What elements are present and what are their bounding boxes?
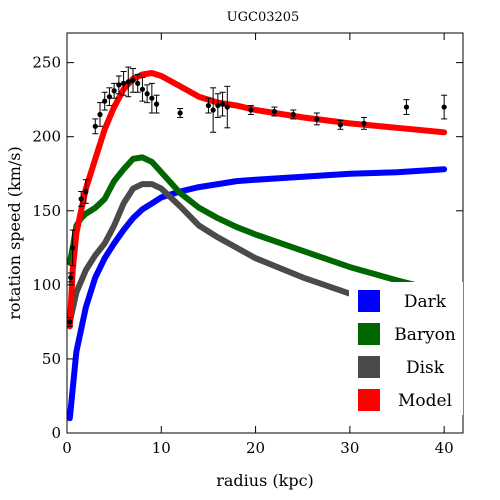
point-marker <box>92 123 98 129</box>
point-marker <box>120 80 127 86</box>
point-marker <box>177 110 183 116</box>
data-point <box>247 105 254 115</box>
point-marker <box>139 86 146 92</box>
point-marker <box>403 104 410 110</box>
data-point <box>271 106 278 117</box>
point-marker <box>68 274 74 281</box>
data-point <box>66 316 73 327</box>
data-point <box>337 119 344 130</box>
data-point <box>134 73 141 93</box>
legend: Dark Baryon Disk Model <box>349 282 463 415</box>
data-point <box>177 108 184 118</box>
point-marker <box>314 116 320 122</box>
data-point <box>130 68 136 93</box>
data-point <box>313 112 320 126</box>
point-marker <box>215 102 221 109</box>
legend-label-model: Model <box>398 391 452 411</box>
x-tick-label: 40 <box>435 439 454 457</box>
data-point <box>153 94 160 114</box>
plot-frame <box>66 32 464 434</box>
data-point <box>125 66 132 98</box>
y-tick-label: 200 <box>32 128 61 146</box>
point-marker <box>210 107 216 113</box>
point-marker <box>135 80 141 86</box>
axis-ticks: 0 10 20 30 40 0 50 100 150 200 250 <box>32 33 463 457</box>
x-tick-label: 30 <box>340 439 359 457</box>
point-marker <box>337 122 344 128</box>
x-axis-title: radius (kpc) <box>216 471 314 490</box>
x-tick-label: 20 <box>246 439 265 457</box>
point-marker <box>78 196 84 202</box>
y-tick-label: 150 <box>32 202 61 220</box>
point-marker <box>205 102 212 109</box>
data-point <box>214 93 221 118</box>
point-marker <box>83 188 89 195</box>
point-marker <box>125 79 131 85</box>
data-point <box>219 91 226 117</box>
series-line-baryon <box>67 154 448 296</box>
data-point <box>67 272 74 283</box>
data-point <box>290 109 297 120</box>
legend-label-disk: Disk <box>406 358 445 378</box>
point-marker <box>224 104 230 110</box>
data-point <box>82 179 89 204</box>
data-point <box>403 99 410 115</box>
point-marker <box>149 95 155 101</box>
data-point <box>210 87 217 133</box>
point-marker <box>67 319 73 325</box>
x-tick-label: 0 <box>62 439 72 457</box>
point-marker <box>70 245 76 251</box>
data-point <box>92 118 99 135</box>
data-point <box>101 91 108 111</box>
point-marker <box>116 82 122 88</box>
data-point <box>205 97 212 114</box>
y-tick-label: 100 <box>32 276 61 294</box>
point-marker <box>130 77 136 84</box>
legend-label-baryon: Baryon <box>394 325 456 345</box>
x-tick-label: 10 <box>152 439 171 457</box>
data-point <box>224 85 231 129</box>
data-point <box>361 116 367 130</box>
data-point <box>69 229 76 267</box>
y-axis-title: rotation speed (km/s) <box>5 146 24 320</box>
point-marker <box>361 120 367 126</box>
legend-swatch-baryon <box>358 323 380 345</box>
point-marker <box>144 91 150 97</box>
y-tick-label: 0 <box>51 424 61 442</box>
data-point <box>441 94 448 120</box>
point-marker <box>290 111 296 118</box>
legend-swatch-model <box>358 389 380 411</box>
data-point <box>115 75 122 95</box>
legend-label-dark: Dark <box>404 292 447 312</box>
point-marker <box>97 111 103 118</box>
point-marker <box>111 88 117 94</box>
point-marker <box>106 94 113 100</box>
data-point <box>106 87 113 107</box>
chart-title: UGC03205 <box>227 10 300 25</box>
point-marker <box>271 108 278 115</box>
point-marker <box>248 107 254 113</box>
series-line-dark <box>67 166 448 422</box>
point-marker <box>219 101 226 107</box>
data-point <box>139 76 146 102</box>
point-marker <box>153 101 160 107</box>
data-point <box>120 71 127 96</box>
y-tick-label: 50 <box>42 350 61 368</box>
y-tick-label: 250 <box>32 54 61 72</box>
data-point <box>97 102 103 127</box>
series-line-disk <box>67 181 448 325</box>
legend-swatch-dark <box>358 290 380 312</box>
plot-area <box>66 66 448 422</box>
point-marker <box>441 104 447 110</box>
data-point <box>111 82 118 99</box>
point-marker <box>102 98 108 104</box>
data-point <box>78 191 85 207</box>
legend-swatch-disk <box>358 356 380 378</box>
data-point <box>144 84 151 104</box>
